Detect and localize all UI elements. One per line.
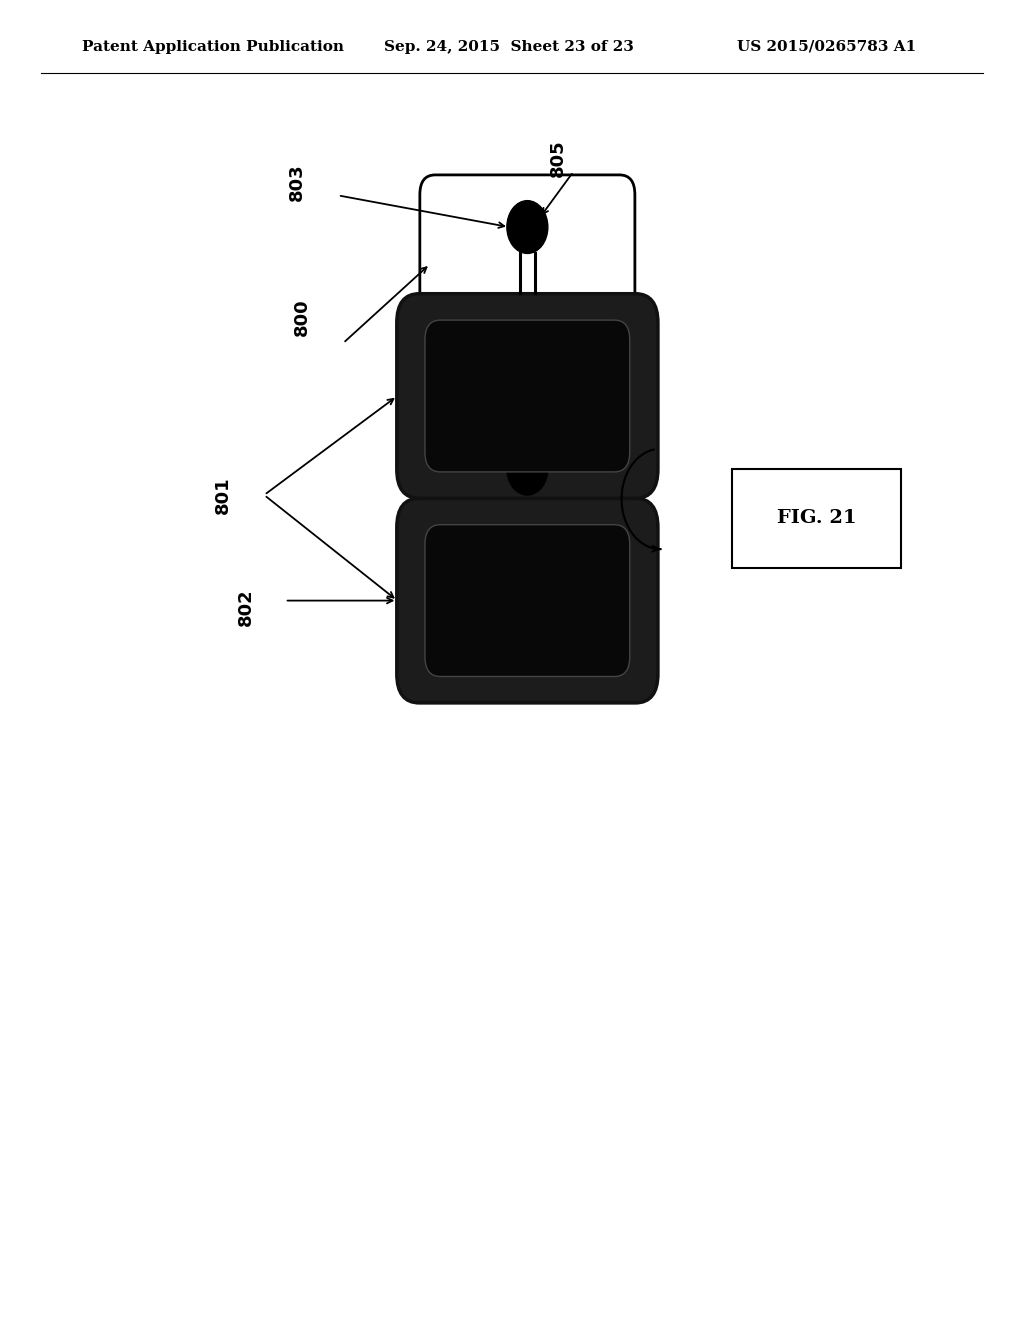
FancyBboxPatch shape (732, 469, 901, 568)
FancyBboxPatch shape (420, 176, 635, 407)
Text: 802: 802 (237, 589, 255, 626)
Circle shape (507, 442, 548, 495)
Text: 801: 801 (214, 477, 232, 513)
FancyBboxPatch shape (425, 321, 630, 473)
Circle shape (507, 201, 548, 253)
FancyBboxPatch shape (397, 294, 658, 499)
Text: Sep. 24, 2015  Sheet 23 of 23: Sep. 24, 2015 Sheet 23 of 23 (384, 40, 634, 54)
Text: US 2015/0265783 A1: US 2015/0265783 A1 (737, 40, 916, 54)
Text: FIG. 21: FIG. 21 (777, 510, 856, 527)
Text: 800: 800 (293, 298, 311, 335)
Text: Patent Application Publication: Patent Application Publication (82, 40, 344, 54)
FancyBboxPatch shape (425, 524, 630, 676)
Text: 803: 803 (288, 164, 306, 201)
FancyBboxPatch shape (397, 498, 658, 702)
Text: 805: 805 (549, 140, 567, 177)
